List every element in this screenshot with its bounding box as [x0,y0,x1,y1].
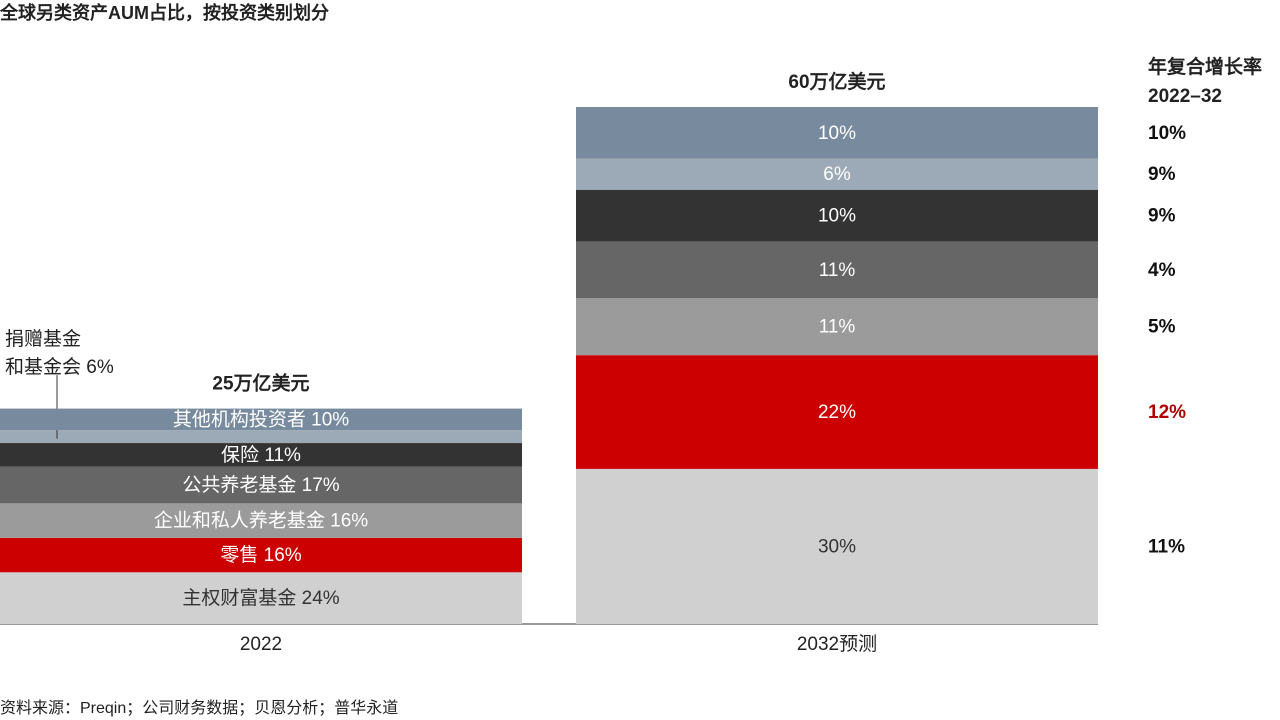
source-note: 资料来源：Preqin；公司财务数据；贝恩分析；普华永道 [0,699,398,717]
bar-segment [0,408,522,431]
growth-rate: 5% [1148,317,1176,338]
bar-segment [0,466,522,504]
segment-label: 11% [819,317,856,338]
chart-title: 全球另类资产AUM占比，按投资类别划分 [0,2,329,23]
bar-segment [576,107,1098,159]
bar-segment [576,355,1098,469]
bar-segment [576,189,1098,242]
bar-segment [0,443,522,467]
segment-label: 6% [823,164,851,185]
growth-rate: 11% [1148,536,1185,557]
bar-segment [576,241,1098,299]
segment-label: 保险 11% [221,444,301,466]
bar-segment [0,503,522,538]
growth-rate: 9% [1148,206,1176,227]
bar-segment [0,537,522,573]
segment-label: 11% [819,260,856,281]
segment-label: 22% [818,402,856,423]
growth-title: 年复合增长率 2022–32 [1148,55,1262,107]
bar-segment [576,158,1098,190]
segment-label: 10% [818,123,856,144]
segment-label: 公共养老基金 17% [182,474,339,496]
x-tick-label: 2022 [240,634,282,655]
bar-segment [576,298,1098,356]
total-label: 25万亿美元 [212,372,309,395]
growth-rate: 10% [1148,123,1186,144]
total-label: 60万亿美元 [788,70,885,93]
bar-segment [576,468,1098,624]
growth-rate: 4% [1148,260,1176,281]
bar-segment [0,572,522,624]
growth-rate: 9% [1148,164,1176,185]
growth-rate: 12% [1148,402,1186,423]
segment-label: 30% [818,536,856,557]
segment-label: 主权财富基金 24% [182,587,339,609]
segment-label: 10% [818,206,856,227]
segment-label: 企业和私人养老基金 16% [154,510,368,532]
x-tick-label: 2032预测 [797,633,877,655]
bar-segment [0,430,522,444]
segment-label: 零售 16% [220,544,301,566]
segment-label: 捐赠基金和基金会 6% [5,328,114,378]
segment-label: 其他机构投资者 10% [173,408,349,430]
